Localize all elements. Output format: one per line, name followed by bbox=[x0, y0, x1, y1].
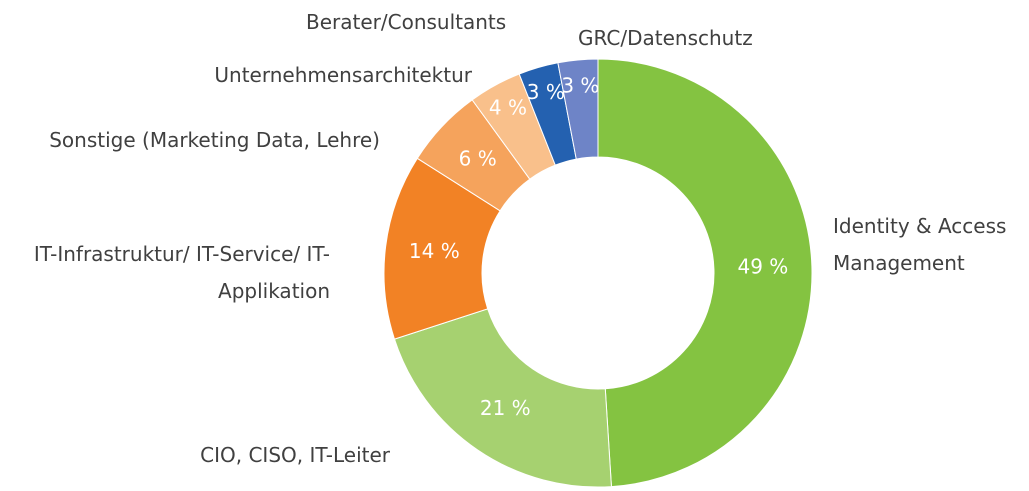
value-label: 3 % bbox=[527, 80, 565, 104]
category-label: IT-Infrastruktur/ IT-Service/ IT-Applika… bbox=[33, 242, 330, 303]
value-label: 49 % bbox=[738, 254, 789, 278]
value-label: 21 % bbox=[480, 396, 531, 420]
value-label: 4 % bbox=[489, 96, 527, 120]
donut-segment bbox=[393, 308, 612, 488]
category-label: Berater/Consultants bbox=[306, 10, 507, 34]
category-label: CIO, CISO, IT-Leiter bbox=[200, 443, 390, 467]
value-label: 14 % bbox=[409, 239, 460, 263]
category-label: GRC/Datenschutz bbox=[578, 26, 753, 50]
category-label: Unternehmensarchitektur bbox=[214, 63, 472, 87]
donut-segment bbox=[557, 58, 599, 160]
value-label: 6 % bbox=[459, 147, 497, 171]
donut-segment bbox=[597, 58, 813, 488]
category-label: Identity & Access Management bbox=[833, 214, 1007, 275]
value-label: 3 % bbox=[561, 73, 599, 97]
category-label: Sonstige (Marketing Data, Lehre) bbox=[49, 128, 380, 152]
